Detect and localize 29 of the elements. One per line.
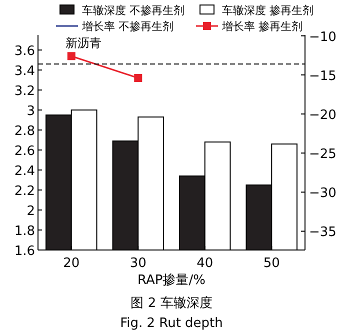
y-tick-label: 2.6 [14, 144, 35, 159]
annotation: 新沥青 [65, 36, 102, 50]
y-tick-label: 2 [26, 204, 35, 219]
x-tick-label: 50 [263, 256, 280, 271]
y-tick-label: 3.6 [14, 44, 35, 59]
x-axis-title: RAP掺量/% [138, 273, 206, 288]
y-tick-label: 3.4 [14, 64, 35, 79]
x-tick-label: 20 [63, 256, 80, 271]
y2-tick-label: −20 [309, 108, 336, 123]
legend-label: 车辙深度 不掺再生剂 [82, 4, 184, 17]
x-tick-label: 30 [130, 256, 146, 271]
y-tick-label: 3.2 [14, 84, 35, 99]
y-tick-label: 1.8 [14, 224, 35, 239]
y-tick-label: 2.4 [14, 164, 35, 179]
y2-tick-label: −30 [309, 186, 336, 202]
y2-tick-label: −15 [309, 68, 336, 84]
y2-tick-label: −35 [309, 225, 336, 240]
y-tick-label: 3 [26, 104, 35, 119]
y-tick-label: 2.8 [14, 124, 35, 139]
caption: Fig. 2 Rut depth [120, 316, 223, 331]
caption: 图 2 车辙深度 [130, 295, 212, 311]
legend-label: 车辙深度 掺再生剂 [222, 4, 314, 17]
y2-tick-label: −25 [309, 147, 336, 162]
legend-label: 增长率 不掺再生剂 [81, 20, 174, 33]
y-tick-label: 1.6 [14, 244, 35, 259]
legend-label: 增长率 掺再生剂 [221, 20, 302, 33]
y-tick-label: 2.2 [14, 184, 35, 199]
x-tick-label: 40 [196, 256, 214, 271]
y2-tick-label: −10 [309, 30, 336, 45]
